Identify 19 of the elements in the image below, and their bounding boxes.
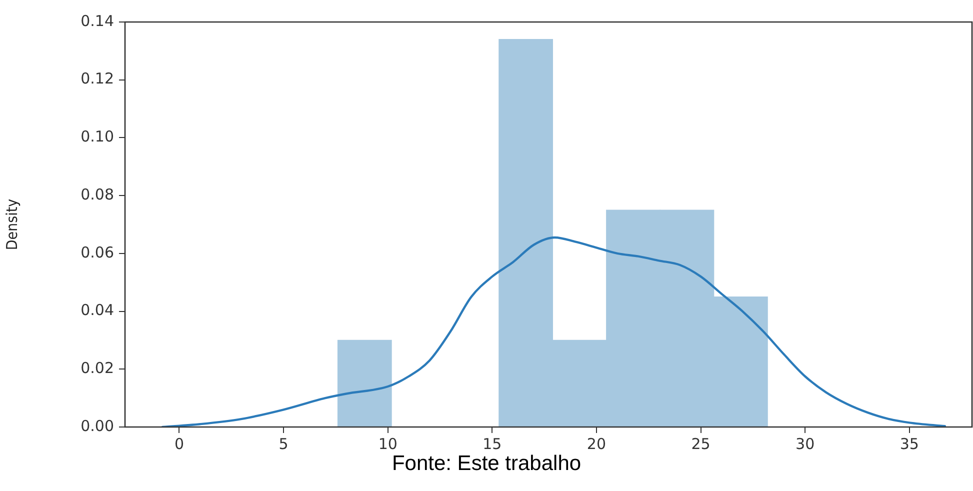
y-tick-label: 0.10	[80, 128, 114, 146]
y-tick-label: 0.04	[80, 301, 114, 320]
source-note: Fonte: Este trabalho	[390, 452, 582, 476]
y-tick-label: 0.02	[80, 359, 114, 378]
x-tick-label: 30	[796, 434, 815, 453]
x-tick-label: 10	[378, 434, 398, 453]
y-tick-label: 0.14	[80, 12, 114, 30]
y-tick-label: 0.00	[80, 416, 114, 435]
x-tick-label: 15	[482, 434, 502, 453]
line-series	[161, 236, 946, 427]
x-tick-label: 0	[174, 434, 184, 453]
y-tick-label: 0.12	[80, 70, 114, 88]
y-tick-label: 0.08	[80, 185, 114, 204]
x-tick-label: 25	[691, 434, 710, 453]
x-tick-label: 5	[278, 434, 288, 453]
x-tick-label: 20	[586, 434, 606, 453]
y-tick-label: 0.06	[80, 243, 114, 262]
x-tick-label: 35	[900, 434, 919, 453]
y-axis-title: Density	[2, 198, 21, 250]
